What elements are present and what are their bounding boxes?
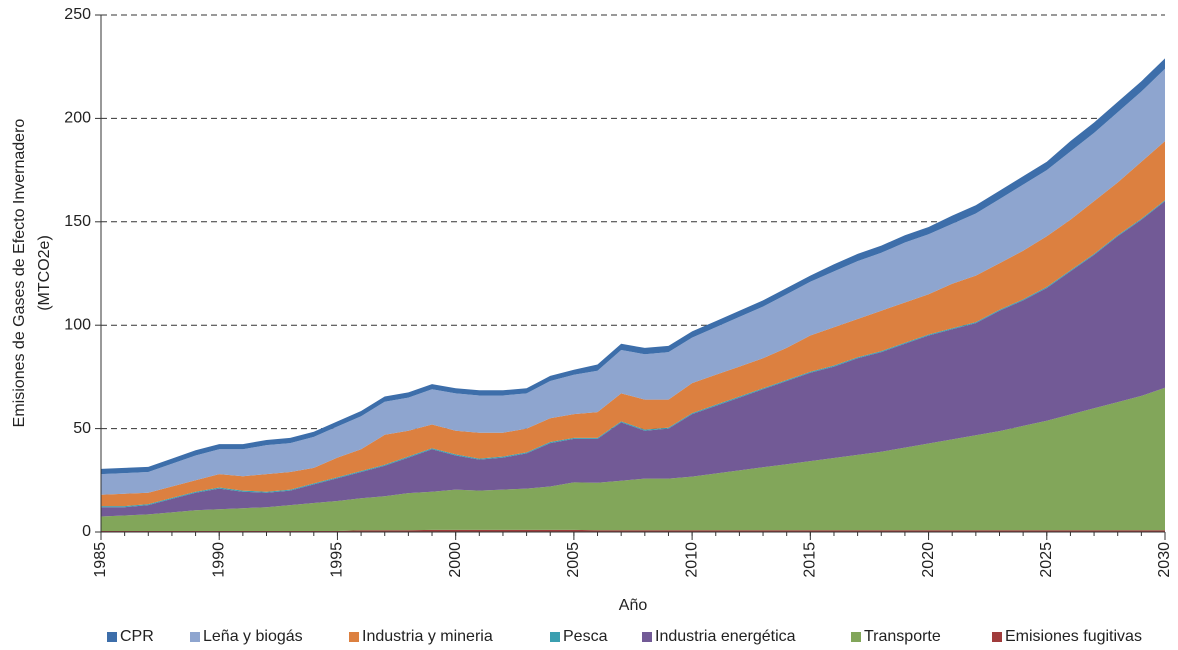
area: [101, 529, 1165, 532]
legend-label: CPR: [120, 628, 154, 645]
legend-label: Industria y mineria: [362, 628, 493, 645]
x-tick-label: 1985: [92, 542, 109, 578]
legend-swatch: [851, 632, 861, 642]
area: [101, 387, 1165, 531]
legend-label: Leña y biogás: [203, 628, 303, 645]
legend-swatch: [550, 632, 560, 642]
legend-label: Transporte: [864, 628, 941, 645]
y-axis-title: (MTCO2e): [36, 235, 53, 311]
legend-swatch: [642, 632, 652, 642]
legend-label: Industria energética: [655, 628, 796, 645]
legend-swatch: [349, 632, 359, 642]
x-tick-label: 2025: [1038, 542, 1055, 578]
y-tick-label: 150: [64, 213, 91, 230]
legend-label: Pesca: [563, 628, 608, 645]
x-axis-title: Año: [619, 597, 648, 614]
x-tick-label: 2005: [565, 542, 582, 578]
y-tick-label: 50: [73, 420, 91, 437]
x-tick-label: 1990: [210, 542, 227, 578]
x-tick-label: 2000: [447, 542, 464, 578]
x-tick-label: 2015: [802, 542, 819, 578]
legend-swatch: [107, 632, 117, 642]
y-tick-label: 200: [64, 110, 91, 127]
y-axis-title: Emisiones de Gases de Efecto Invernadero: [11, 119, 28, 428]
x-tick-label: 1995: [329, 542, 346, 578]
x-tick-label: 2010: [683, 542, 700, 578]
x-tick-label: 2030: [1156, 542, 1173, 578]
area: [101, 68, 1165, 495]
legend-swatch: [992, 632, 1002, 642]
area: [101, 201, 1165, 517]
legend-label: Emisiones fugitivas: [1005, 628, 1142, 645]
y-tick-label: 0: [82, 523, 91, 540]
x-tick-label: 2020: [920, 542, 937, 578]
y-tick-label: 250: [64, 6, 91, 23]
y-tick-label: 100: [64, 316, 91, 333]
legend-swatch: [190, 632, 200, 642]
area: [101, 141, 1165, 507]
